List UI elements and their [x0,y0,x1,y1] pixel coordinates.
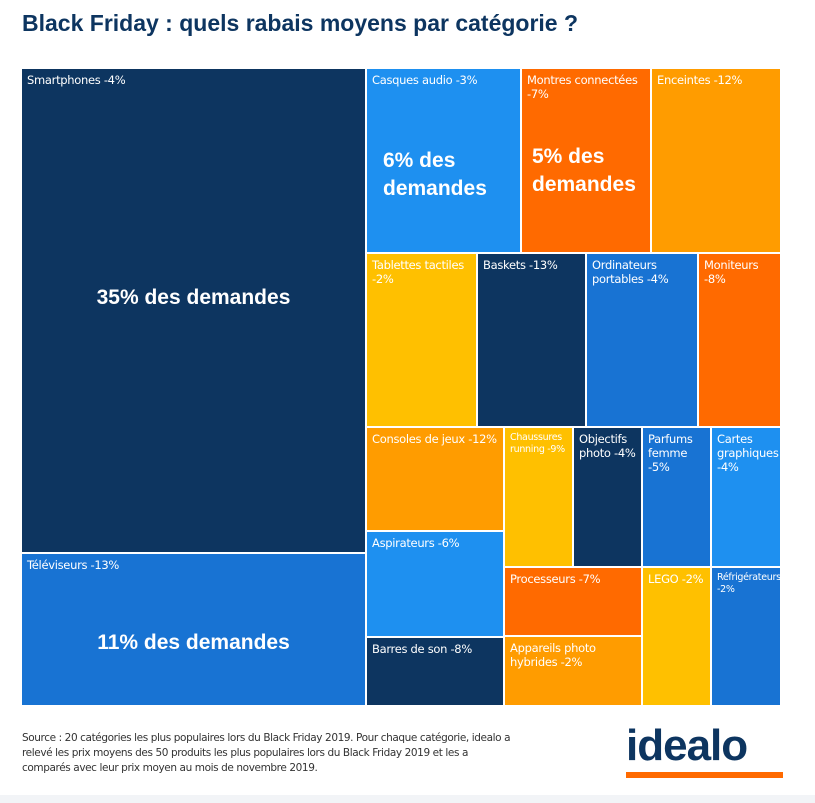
treemap-tile-appareils-photo-hybrides: Appareils photo hybrides -2% [504,636,642,706]
treemap-tile-lego: LEGO -2% [642,567,711,706]
tile-label: Cartes graphiques -4% [717,432,779,474]
treemap-tile-barres-de-son: Barres de son -8% [366,637,504,706]
logo-text: idealo [626,721,748,770]
tile-label: Tablettes tactiles -2% [372,258,464,286]
treemap-tile-t-l-viseurs: Téléviseurs -13% 11% des demandes [21,553,366,706]
treemap-tile-smartphones: Smartphones -4% 35% des demandes [21,68,366,553]
treemap-tile-processeurs: Processeurs -7% [504,567,642,636]
bottom-strip [0,795,815,803]
tile-label: Réfrigérateurs -2% [717,572,781,595]
treemap-tile-cartes-graphiques: Cartes graphiques -4% [711,427,781,567]
treemap-tile-tablettes-tactiles: Tablettes tactiles -2% [366,253,477,427]
treemap-tile-montres-connect-es: Montres connectées -7% 5% des demandes [521,68,651,253]
tile-label: Smartphones -4% [27,73,126,87]
tile-label: Baskets -13% [483,258,558,272]
treemap-tile-moniteurs: Moniteurs -8% [698,253,781,427]
tile-label: Parfums femme -5% [648,432,693,474]
tile-label: Montres connectées -7% [527,73,638,101]
tile-label: Objectifs photo -4% [579,432,636,460]
treemap-tile-enceintes: Enceintes -12% [651,68,781,253]
tile-label: Appareils photo hybrides -2% [510,641,596,669]
treemap-tile-aspirateurs: Aspirateurs -6% [366,531,504,637]
tile-label: Téléviseurs -13% [27,558,120,572]
idealo-logo: idealo [626,722,783,778]
treemap-tile-consoles-de-jeux: Consoles de jeux -12% [366,427,504,531]
tile-share-label: 11% des demandes [97,631,290,654]
tile-label: Moniteurs -8% [704,258,759,286]
treemap-tile-objectifs-photo: Objectifs photo -4% [573,427,642,567]
tile-label: Ordinateurs portables -4% [592,258,669,286]
tile-label: Enceintes -12% [657,73,743,87]
treemap-tile-casques-audio: Casques audio -3% 6% des demandes [366,68,521,253]
treemap-tile-chaussures-running: Chaussures running -9% [504,427,573,567]
tile-label: Aspirateurs -6% [372,536,460,550]
source-note: Source : 20 catégories les plus populair… [22,732,511,774]
chart-title: Black Friday : quels rabais moyens par c… [22,10,579,36]
treemap-tile-r-frig-rateurs: Réfrigérateurs -2% [711,567,781,706]
treemap-tile-baskets: Baskets -13% [477,253,586,427]
tile-label: Consoles de jeux -12% [372,432,497,446]
treemap-tile-ordinateurs-portables: Ordinateurs portables -4% [586,253,698,427]
tile-share-label: 35% des demandes [96,286,291,309]
logo-underline [626,772,783,778]
tile-share-label: 5% des demandes [532,145,636,196]
treemap-tile-parfums-femme: Parfums femme -5% [642,427,711,567]
tile-label: Processeurs -7% [510,572,601,586]
tile-share-label: 6% des demandes [383,149,487,200]
tile-label: Barres de son -8% [372,642,472,656]
tile-label: Casques audio -3% [372,73,478,87]
tile-label: Chaussures running -9% [510,432,565,455]
tile-label: LEGO -2% [648,572,704,586]
